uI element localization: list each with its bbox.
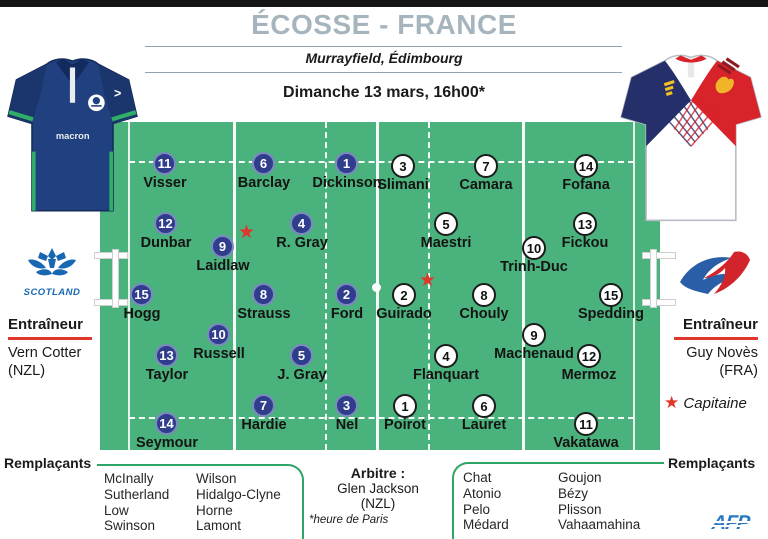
scotland-jersey: macron > bbox=[5, 52, 140, 225]
top-bar bbox=[0, 0, 768, 7]
scotland-substitute: Sutherland bbox=[104, 486, 170, 502]
afp-logo: AFP bbox=[709, 512, 751, 535]
pitch-line-10m-right bbox=[428, 122, 430, 450]
scotland-substitute: Wilson bbox=[196, 471, 237, 486]
pitch-dashed-line-bottom bbox=[129, 417, 634, 419]
referee-block: Arbitre : Glen Jackson (NZL) bbox=[308, 465, 448, 512]
pitch-line-right-5m bbox=[633, 122, 635, 450]
france-subs-label: Remplaçants bbox=[668, 455, 756, 471]
france-coach-underline bbox=[674, 337, 758, 340]
france-coach-block: Entraîneur Guy Novès (FRA) bbox=[658, 316, 758, 380]
france-coach-nat: (FRA) bbox=[719, 362, 758, 379]
scotland-subs-bracket bbox=[97, 464, 304, 539]
scotland-substitute: Swinson bbox=[104, 518, 156, 534]
referee-nat: (NZL) bbox=[360, 496, 396, 511]
scotland-coach-name: Vern Cotter bbox=[8, 344, 82, 361]
france-subs-column-1: Chat Atonio Pelo Médard bbox=[463, 470, 509, 533]
match-datetime: Dimanche 13 mars, 16h00* bbox=[283, 84, 485, 101]
scotland-subs-column-1: McInally Sutherland Low Swinson bbox=[104, 471, 169, 534]
rugby-pitch bbox=[100, 122, 660, 450]
scotland-substitute: Horne bbox=[196, 502, 233, 518]
referee-name: Glen Jackson bbox=[337, 481, 419, 496]
pitch-line-22m-right bbox=[522, 122, 525, 450]
france-substitute: Vahaamahina bbox=[558, 517, 641, 533]
france-coach-label: Entraîneur bbox=[682, 316, 758, 333]
goalpost-right-upright bbox=[650, 249, 657, 308]
pitch-center-spot bbox=[372, 283, 381, 292]
france-coach-name: Guy Novès bbox=[686, 344, 758, 361]
footnote: *heure de Paris bbox=[309, 514, 389, 526]
match-title: ÉCOSSE - FRANCE bbox=[251, 9, 517, 40]
svg-text:>: > bbox=[114, 87, 121, 101]
header-rule-bottom bbox=[145, 72, 622, 73]
france-jersey bbox=[618, 50, 764, 235]
scotland-subs-label: Remplaçants bbox=[4, 455, 92, 471]
scotland-coach-block: Entraîneur Vern Cotter (NZL) bbox=[8, 316, 104, 380]
goalpost-right-bar-bottom bbox=[642, 299, 676, 306]
goalpost-left-bar-top bbox=[94, 252, 128, 259]
scotland-subs-column-2: Wilson Hidalgo-Clyne Horne Lamont bbox=[196, 471, 281, 534]
scotland-logo: SCOTLAND bbox=[15, 246, 89, 298]
france-substitute: Bézy bbox=[558, 485, 589, 501]
france-substitute: Chat bbox=[463, 470, 492, 485]
captain-legend-label: Capitaine bbox=[683, 395, 747, 412]
goalpost-left-bar-bottom bbox=[94, 299, 128, 306]
scotland-substitute: Hidalgo-Clyne bbox=[196, 486, 281, 502]
afp-logo-stripe bbox=[710, 521, 751, 523]
scotland-substitute: Low bbox=[104, 502, 129, 518]
afp-logo-text: AFP bbox=[710, 512, 751, 534]
svg-text:macron: macron bbox=[56, 131, 90, 141]
referee-label: Arbitre : bbox=[350, 465, 406, 481]
scotland-logo-caption: SCOTLAND bbox=[23, 287, 81, 298]
scotland-substitute: McInally bbox=[104, 471, 154, 486]
france-substitute: Goujon bbox=[558, 470, 602, 485]
france-logo bbox=[676, 248, 752, 305]
france-subs-column-2: Goujon Bézy Plisson Vahaamahina bbox=[558, 470, 640, 533]
scotland-coach-label: Entraîneur bbox=[8, 316, 84, 333]
captain-legend: ★ Capitaine bbox=[664, 393, 747, 413]
france-substitute: Pelo bbox=[463, 501, 491, 517]
pitch-dashed-line-top bbox=[129, 161, 634, 163]
header-rule-top bbox=[145, 46, 622, 47]
afp-logo-stripe bbox=[709, 525, 751, 527]
france-substitute: Plisson bbox=[558, 501, 602, 517]
france-substitute: Médard bbox=[463, 517, 509, 533]
captain-star-icon: ★ bbox=[664, 393, 680, 412]
pitch-line-10m-left bbox=[325, 122, 327, 450]
pitch-line-22m-left bbox=[233, 122, 236, 450]
scotland-substitute: Lamont bbox=[196, 518, 242, 534]
goalpost-left-upright bbox=[112, 249, 119, 308]
venue-text: Murrayfield, Édimbourg bbox=[305, 50, 463, 66]
pitch-line-left-5m bbox=[128, 122, 130, 450]
goalpost-right-bar-top bbox=[642, 252, 676, 259]
scotland-coach-underline bbox=[8, 337, 92, 340]
france-subs-bracket bbox=[452, 462, 664, 539]
scotland-coach-nat: (NZL) bbox=[8, 362, 46, 379]
france-substitute: Atonio bbox=[463, 485, 502, 501]
